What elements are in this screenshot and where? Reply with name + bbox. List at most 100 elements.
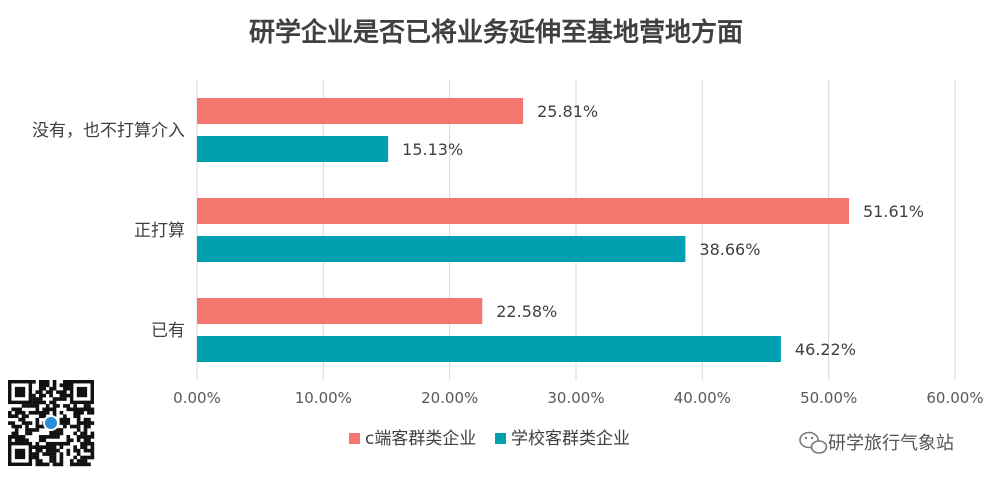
qr-module	[52, 404, 57, 408]
qr-module	[52, 435, 57, 439]
qr-module	[73, 448, 77, 453]
qr-module	[49, 452, 53, 456]
x-tick-label: 10.00%	[295, 389, 352, 407]
qr-module	[59, 383, 64, 388]
qr-module	[59, 431, 64, 436]
qr-module	[32, 410, 36, 415]
qr-module	[8, 414, 12, 419]
qr-module	[32, 428, 36, 432]
qr-module	[14, 435, 19, 439]
qr-module	[76, 424, 81, 429]
data-label: 15.13%	[402, 140, 463, 159]
qr-module	[76, 417, 81, 422]
qr-module	[66, 448, 71, 453]
qr-module	[63, 424, 67, 429]
qr-module	[11, 424, 16, 429]
qr-module	[49, 393, 53, 398]
ticks-layer: 0.00% 10.00% 20.00% 30.00% 40.00% 50.00% 60.00…	[173, 389, 983, 407]
qr-module	[42, 410, 47, 415]
qr-module	[38, 445, 43, 449]
qr-module	[25, 431, 29, 436]
qr-module	[49, 386, 53, 391]
qr-module	[35, 455, 40, 460]
qr-module	[66, 380, 71, 384]
qr-module	[66, 435, 71, 439]
qr-module	[63, 380, 67, 384]
qr-module	[49, 431, 53, 436]
qr-module	[69, 407, 74, 412]
qr-module	[11, 431, 16, 436]
watermark-text: 研学旅行气象站	[828, 433, 954, 454]
qr-module	[59, 459, 64, 463]
qr-module	[73, 445, 77, 449]
qr-module	[87, 441, 91, 446]
qr-module	[66, 383, 71, 388]
qr-module	[66, 441, 71, 446]
qr-module	[25, 414, 29, 419]
qr-module	[45, 435, 50, 439]
qr-module	[14, 414, 19, 419]
bar	[197, 298, 483, 324]
qr-module	[38, 414, 43, 419]
qr-module	[76, 428, 81, 432]
qr-module	[80, 455, 84, 460]
qr-module	[18, 410, 22, 415]
qr-module	[59, 462, 64, 467]
qr-module	[18, 417, 22, 422]
qr-module	[42, 386, 47, 391]
qr-module	[59, 390, 64, 394]
bar	[197, 236, 686, 262]
qr-module	[87, 421, 91, 425]
qr-module	[38, 410, 43, 415]
qr-module	[25, 421, 29, 425]
qr-module	[8, 410, 12, 415]
qr-module	[35, 417, 40, 422]
qr-module	[56, 431, 60, 436]
qr-module	[14, 438, 19, 443]
qr-module	[87, 417, 91, 422]
qr-module	[38, 438, 43, 443]
qr-module	[63, 404, 67, 408]
qr-module	[14, 428, 19, 432]
qr-module	[38, 459, 43, 463]
qr-module	[18, 438, 22, 443]
qr-module	[45, 452, 50, 456]
qr-module	[42, 414, 47, 419]
qr-module	[63, 383, 67, 388]
qr-module	[80, 445, 84, 449]
qr-module	[73, 414, 77, 419]
qr-module	[49, 441, 53, 446]
qr-module	[42, 438, 47, 443]
qr-module	[87, 438, 91, 443]
category-label: 已有	[151, 321, 185, 341]
qr-module	[25, 404, 29, 408]
qr-module	[63, 397, 67, 401]
qr-module	[38, 462, 43, 467]
data-label: 22.58%	[496, 302, 557, 321]
qr-module	[21, 435, 26, 439]
qr-module	[21, 414, 26, 419]
qr-module	[76, 435, 81, 439]
qr-module	[49, 459, 53, 463]
qr-module	[80, 462, 84, 467]
qr-module	[42, 452, 47, 456]
qr-module	[49, 455, 53, 460]
qr-module	[69, 459, 74, 463]
qr-module	[45, 407, 50, 412]
qr-module	[90, 410, 95, 415]
qr-module	[87, 435, 91, 439]
x-tick-label: 50.00%	[800, 389, 857, 407]
qr-module	[35, 397, 40, 401]
x-tick-label: 30.00%	[547, 389, 604, 407]
qr-module	[45, 404, 50, 408]
qr-finder-core	[14, 386, 26, 398]
qr-module	[32, 393, 36, 398]
qr-module	[11, 421, 16, 425]
qr-code-icon	[8, 380, 95, 467]
qr-module	[32, 400, 36, 405]
qr-module	[21, 438, 26, 443]
qr-module	[32, 397, 36, 401]
x-tick-label: 40.00%	[674, 389, 731, 407]
wechat-icon	[799, 431, 828, 454]
